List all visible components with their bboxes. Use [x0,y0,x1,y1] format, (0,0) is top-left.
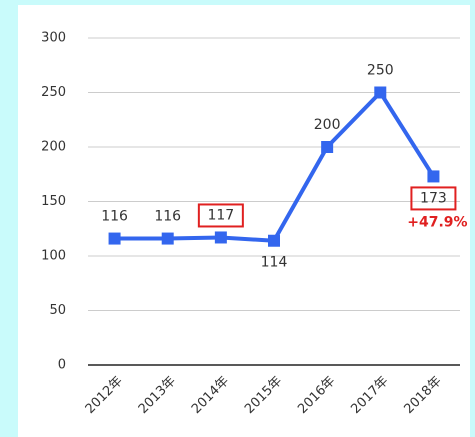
data-label: 114 [261,255,288,271]
y-tick-label: 150 [41,194,66,209]
data-label: 117 [207,207,234,223]
y-tick-label: 200 [41,140,66,155]
marker [161,232,174,245]
data-label: 116 [101,209,128,225]
data-label: 250 [367,63,394,79]
highlight-box [410,186,457,211]
data-label: 173 [420,190,447,206]
highlight-box [197,203,244,228]
data-label: 200 [314,117,341,133]
marker [321,141,334,153]
data-label: 116 [154,209,181,225]
y-tick-label: 0 [58,358,66,373]
marker [214,231,227,244]
panel [18,5,470,437]
marker [268,234,280,247]
y-tick-label: 50 [49,303,66,318]
marker [108,232,121,245]
annotation: +47.9% [407,214,467,230]
y-tick-label: 250 [41,85,66,100]
y-tick-label: 100 [41,249,66,264]
y-tick-label: 300 [41,31,66,46]
marker [427,170,440,183]
marker [374,86,387,99]
